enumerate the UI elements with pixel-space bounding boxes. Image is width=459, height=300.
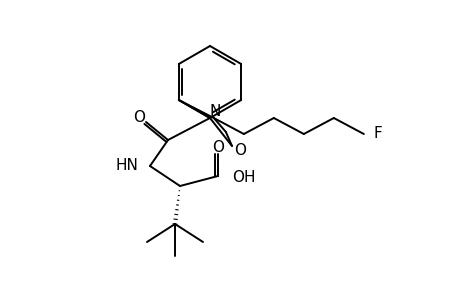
Text: O: O xyxy=(212,140,224,154)
Text: N: N xyxy=(209,103,220,118)
Text: O: O xyxy=(234,142,246,158)
Text: F: F xyxy=(373,125,382,140)
Text: O: O xyxy=(133,110,145,124)
Text: OH: OH xyxy=(231,170,255,185)
Text: HN: HN xyxy=(115,158,138,172)
